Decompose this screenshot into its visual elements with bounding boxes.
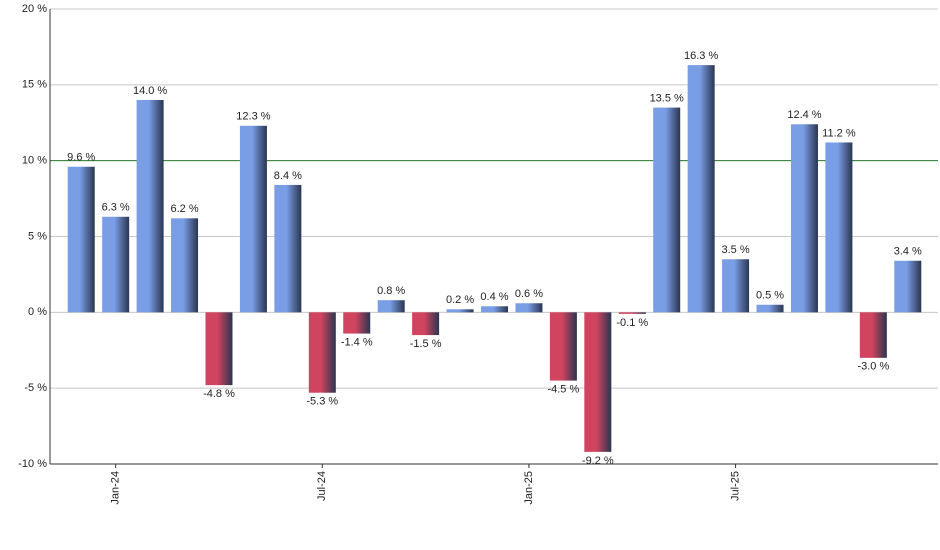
value-label: 6.3 % <box>102 202 130 214</box>
value-label: -4.8 % <box>203 388 235 400</box>
value-label: 3.5 % <box>722 244 750 256</box>
bar <box>239 125 267 313</box>
bar <box>446 309 474 313</box>
bar <box>67 166 95 313</box>
bar <box>618 312 646 314</box>
value-label: -1.5 % <box>410 338 442 350</box>
bar <box>171 218 199 313</box>
value-label: -3.0 % <box>857 361 889 373</box>
bar <box>653 107 681 313</box>
bar <box>136 100 164 313</box>
y-tick-label: 5 % <box>28 230 47 242</box>
value-label: -9.2 % <box>582 455 614 467</box>
bar <box>412 312 440 336</box>
y-tick-label: 20 % <box>22 3 47 15</box>
value-label: 13.5 % <box>650 92 684 104</box>
y-tick-label: 10 % <box>22 155 47 167</box>
value-label: -1.4 % <box>341 336 373 348</box>
value-label: 3.4 % <box>894 246 922 258</box>
y-tick-label: -10 % <box>18 458 47 470</box>
y-tick-label: 0 % <box>28 306 47 318</box>
value-label: 0.4 % <box>480 291 508 303</box>
value-label: 8.4 % <box>274 170 302 182</box>
value-label: -0.1 % <box>616 317 648 329</box>
bar <box>825 142 853 313</box>
bar <box>343 312 371 334</box>
value-label: 0.6 % <box>515 288 543 300</box>
bar <box>274 184 302 313</box>
value-label: 16.3 % <box>684 50 718 62</box>
bar <box>481 306 508 313</box>
bar <box>515 303 543 313</box>
value-label: 11.2 % <box>822 127 856 139</box>
x-tick-label: Jan-25 <box>523 471 535 505</box>
bar <box>205 312 233 386</box>
x-tick-label: Jul-25 <box>729 471 741 501</box>
value-label: 9.6 % <box>67 152 95 164</box>
y-tick-label: -5 % <box>24 382 47 394</box>
bar <box>308 312 336 393</box>
value-label: 0.8 % <box>377 285 405 297</box>
bar <box>790 124 818 313</box>
value-label: 12.3 % <box>236 111 270 123</box>
bar <box>722 259 750 313</box>
value-label: 14.0 % <box>133 85 167 97</box>
bar <box>584 312 612 452</box>
bar <box>102 216 130 313</box>
x-tick-label: Jul-24 <box>316 471 328 501</box>
value-label: 12.4 % <box>787 109 821 121</box>
bar <box>377 300 405 313</box>
value-label: 0.2 % <box>446 294 474 306</box>
value-label: 0.5 % <box>756 290 784 302</box>
bar <box>859 312 887 358</box>
bar <box>756 304 784 313</box>
y-tick-label: 15 % <box>22 79 47 91</box>
value-label: 6.2 % <box>170 203 198 215</box>
x-tick-label: Jan-24 <box>110 471 122 505</box>
bar <box>549 312 577 381</box>
value-label: -4.5 % <box>547 383 579 395</box>
bar <box>687 65 715 313</box>
bar <box>894 260 922 313</box>
value-label: -5.3 % <box>306 396 338 408</box>
